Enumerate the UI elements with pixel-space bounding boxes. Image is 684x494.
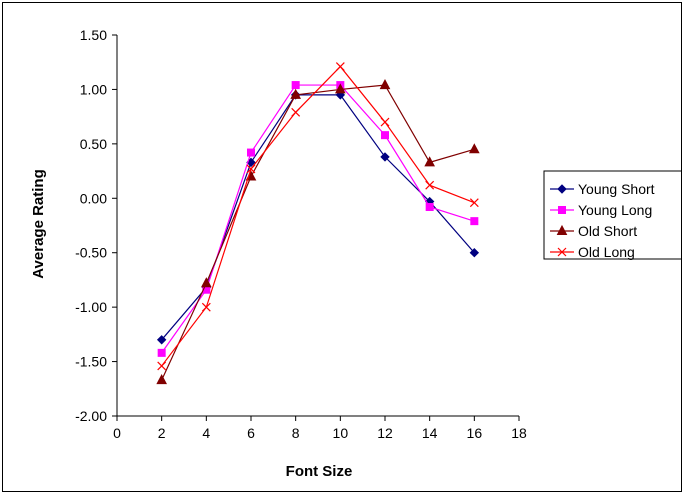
data-point-young-short — [380, 152, 390, 162]
legend-marker-old-long — [557, 247, 567, 257]
legend-label-young-short: Young Short — [578, 181, 655, 197]
data-point-old-short — [201, 277, 212, 288]
data-point-old-long-stroke — [335, 62, 345, 71]
x-axis-title: Font Size — [286, 463, 353, 480]
y-tick-label: 1.00 — [80, 81, 107, 97]
data-point-old-long-stroke — [425, 180, 435, 190]
data-point-old-long-stroke — [157, 361, 167, 371]
x-tick-label: 16 — [467, 425, 483, 441]
data-point-old-long — [380, 117, 390, 127]
y-tick-label: -0.50 — [75, 245, 107, 261]
legend-item-young-short: Young Short — [550, 181, 655, 197]
data-point-young-short — [156, 335, 167, 345]
data-point-old-long — [335, 62, 345, 71]
data-point-old-long-stroke — [246, 164, 256, 174]
x-tick-label: 4 — [202, 425, 210, 441]
series-line-young-short — [161, 94, 475, 341]
data-point-old-long-stroke — [291, 107, 301, 117]
data-point-old-long — [469, 198, 479, 208]
data-point-old-short — [335, 83, 346, 94]
x-tick-label: 6 — [247, 425, 255, 441]
legend-box — [543, 170, 681, 260]
data-point-old-short — [156, 374, 167, 385]
data-point-old-short — [379, 79, 391, 90]
x-tick-label: 14 — [422, 425, 438, 441]
x-tick-label: 12 — [377, 425, 393, 441]
series-line-old-short — [161, 84, 475, 381]
legend-label-old-long: Old Long — [578, 244, 635, 260]
data-point-young-short — [469, 248, 480, 258]
x-tick-label: 8 — [292, 425, 300, 441]
x-tick-label: 10 — [333, 425, 349, 441]
series-old-short — [156, 79, 480, 385]
data-point-old-long — [246, 164, 256, 174]
data-point-old-short — [469, 143, 480, 154]
axes: 1.50 1.00 0.50 0.00 -0.50 -1.00 -1.50 -2.00 0 2 4 6… — [75, 27, 527, 441]
legend-label-young-long: Young Long — [578, 202, 652, 218]
y-axis-title: Average Rating — [30, 169, 47, 278]
legend-item-old-short: Old Short — [550, 223, 637, 239]
series-young-long — [157, 81, 479, 357]
legend-marker-old-short — [556, 224, 568, 235]
series-line-young-long — [161, 84, 475, 354]
data-point-old-short — [424, 156, 435, 167]
y-tick-label: 1.50 — [80, 27, 107, 43]
data-point-old-long — [201, 302, 211, 312]
data-point-young-long — [291, 81, 300, 90]
y-tick-label: -2.00 — [75, 408, 107, 424]
legend-marker-old-long-stroke — [557, 247, 567, 257]
data-point-old-long — [157, 361, 167, 371]
y-tick-label: -1.00 — [75, 299, 107, 315]
legend-label-old-short: Old Short — [578, 223, 637, 239]
data-point-old-long-stroke — [469, 198, 479, 208]
x-tick-label: 2 — [158, 425, 166, 441]
data-point-young-long — [247, 148, 255, 157]
line-chart: 1.50 1.00 0.50 0.00 -0.50 -1.00 -1.50 -2.00 0 2 4 6… — [30, 27, 681, 480]
legend: Young Short Young Long Old Short Old Long — [543, 170, 681, 260]
series-old-long — [157, 62, 479, 371]
data-point-old-long-stroke — [201, 302, 211, 312]
series-layer — [156, 62, 480, 385]
data-point-young-long — [425, 202, 434, 211]
y-tick-label: 0.50 — [80, 136, 107, 152]
data-point-old-short — [290, 88, 301, 99]
x-tick-label: 0 — [113, 425, 121, 441]
y-tick-label: 0.00 — [80, 190, 107, 206]
data-point-young-long — [381, 131, 389, 140]
data-point-young-long — [470, 217, 479, 226]
series-line-old-long — [161, 65, 475, 367]
legend-item-old-long: Old Long — [550, 244, 635, 260]
legend-marker-young-short — [557, 184, 567, 194]
legend-item-young-long: Young Long — [550, 202, 652, 218]
x-tick-label: 18 — [511, 425, 527, 441]
legend-marker-young-long — [558, 206, 566, 214]
data-point-old-long — [291, 107, 301, 117]
y-tick-label: -1.50 — [75, 354, 107, 370]
data-point-young-long — [157, 348, 166, 357]
data-point-old-long — [425, 180, 435, 190]
data-point-old-long-stroke — [380, 117, 390, 127]
